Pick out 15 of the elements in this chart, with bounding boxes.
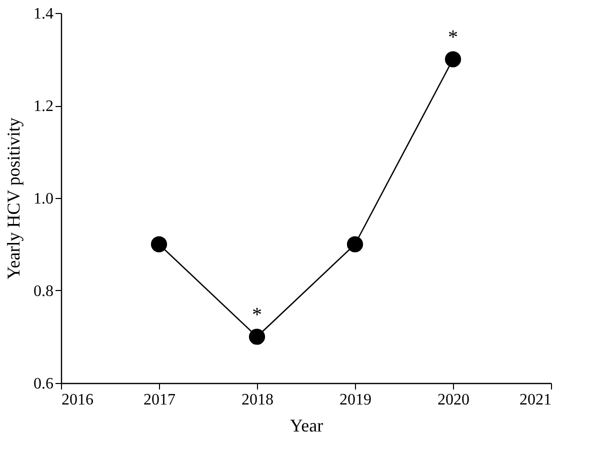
annotation: * bbox=[252, 304, 262, 326]
annotation: * bbox=[448, 26, 458, 48]
x-tick-label: 2019 bbox=[340, 392, 372, 408]
y-tick-label: 0.6 bbox=[34, 376, 54, 392]
x-tick-label: 2016 bbox=[62, 392, 94, 408]
x-tick-label: 2017 bbox=[144, 392, 176, 408]
y-axis-title: Yearly HCV positivity bbox=[4, 118, 24, 280]
y-tick-label: 1.4 bbox=[34, 6, 54, 22]
y-tick-label: 1.0 bbox=[34, 190, 54, 208]
y-tick-label: 0.8 bbox=[34, 283, 54, 300]
x-tick-label: 2018 bbox=[242, 392, 274, 408]
y-tick-label: 1.2 bbox=[34, 98, 54, 115]
x-tick-label: 2020 bbox=[438, 392, 470, 408]
x-axis-title: Year bbox=[290, 416, 324, 436]
x-tick-label: 2021 bbox=[520, 392, 552, 408]
